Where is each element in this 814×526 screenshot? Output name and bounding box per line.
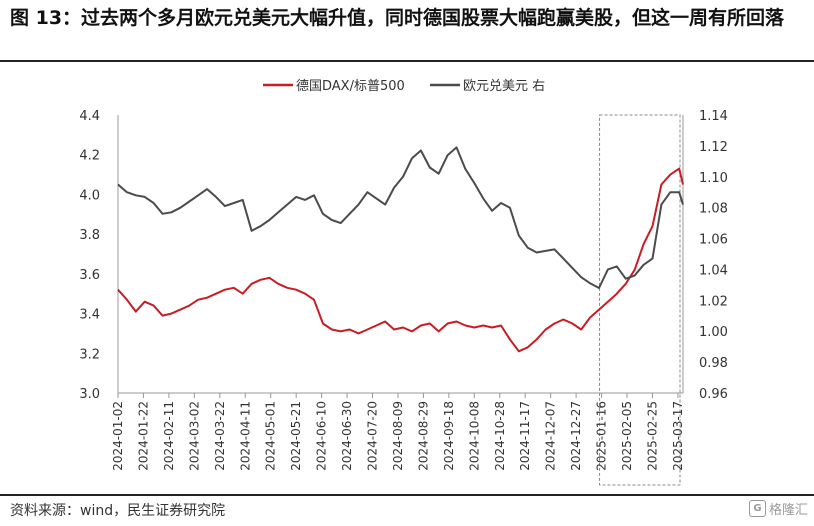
dax-sp-eurusd-chart: 德国DAX/标普500 欧元兑美元 右 4.4 4.2 4.0 3.8 3.6 3.4 3.2… [79,79,728,486]
y-left-tick-label: 4.2 [79,149,100,164]
legend-label: 欧元兑美元 右 [463,79,545,94]
x-tick-label: 2024-09-18 [442,401,456,471]
x-tick-label: 2025-02-25 [645,401,659,471]
x-tick-label: 2024-10-08 [467,401,481,471]
x-tick-label: 2024-04-11 [238,401,252,471]
y-right-tick-label: 1.14 [699,109,728,124]
watermark-logo-icon: G [748,500,766,517]
x-tick-label: 2024-02-11 [162,401,176,471]
chart-axes: 4.4 4.2 4.0 3.8 3.6 3.4 3.2 3.0 1.14 1.12 1.10 1.08… [79,109,728,471]
y-right-tick-label: 1.10 [699,171,728,186]
series-line-eurusd [117,146,684,289]
x-tick-label: 2025-01-16 [595,401,609,471]
series-line-dax-sp [117,167,684,353]
y-left-tick-label: 4.0 [79,188,100,203]
x-tick-label: 2024-10-28 [493,401,507,471]
y-right-tick-label: 1.06 [699,233,728,248]
title-divider [0,60,814,62]
watermark-text: 格隆汇 [768,503,808,518]
y-right-tick-label: 1.08 [699,202,728,217]
y-left-tick-label: 3.2 [79,347,100,362]
x-tick-label: 2024-12-27 [569,401,583,471]
y-right-tick-label: 1.04 [699,263,728,278]
y-left-tick-label: 3.6 [79,268,100,283]
x-tick-label: 2024-01-22 [136,401,150,471]
x-tick-label: 2024-06-10 [315,401,329,471]
legend-label: 德国DAX/标普500 [296,79,405,94]
chart-series [117,146,684,353]
x-tick-label: 2024-11-17 [518,401,532,471]
y-right-tick-label: 1.12 [699,140,728,155]
y-right-tick-label: 1.02 [699,294,728,309]
chart-legend: 德国DAX/标普500 欧元兑美元 右 [263,79,545,94]
y-right-tick-label: 0.98 [699,356,728,371]
y-left-tick-label: 3.0 [79,387,100,402]
x-tick-label: 2024-08-09 [391,401,405,471]
x-tick-label: 2024-07-20 [366,401,380,471]
x-tick-label: 2024-05-01 [264,401,278,471]
x-tick-label: 2024-08-29 [416,401,430,471]
x-tick-label: 2024-12-07 [544,401,558,471]
x-tick-label: 2024-01-02 [111,401,125,471]
y-left-tick-label: 3.8 [79,228,100,243]
watermark: G 格隆汇 [748,499,808,518]
page-title: 图 13：过去两个多月欧元兑美元大幅升值，同时德国股票大幅跑赢美股，但这一周有所… [10,7,785,29]
x-tick-label: 2024-03-22 [213,401,227,471]
x-tick-label: 2025-02-05 [620,401,634,471]
x-tick-label: 2024-03-02 [187,401,201,471]
y-left-tick-label: 3.4 [79,308,100,323]
x-tick-label: 2025-03-17 [671,401,685,471]
y-right-tick-label: 1.00 [699,325,728,340]
footer-divider [0,494,814,496]
highlight-box-group [599,114,681,486]
highlight-box [599,114,681,486]
y-left-tick-label: 4.4 [79,109,100,124]
y-right-tick-label: 0.96 [699,387,728,402]
x-tick-label: 2024-05-21 [289,401,303,471]
source-note: 资料来源：wind，民生证券研究院 [10,503,226,519]
x-tick-label: 2024-06-30 [340,401,354,471]
